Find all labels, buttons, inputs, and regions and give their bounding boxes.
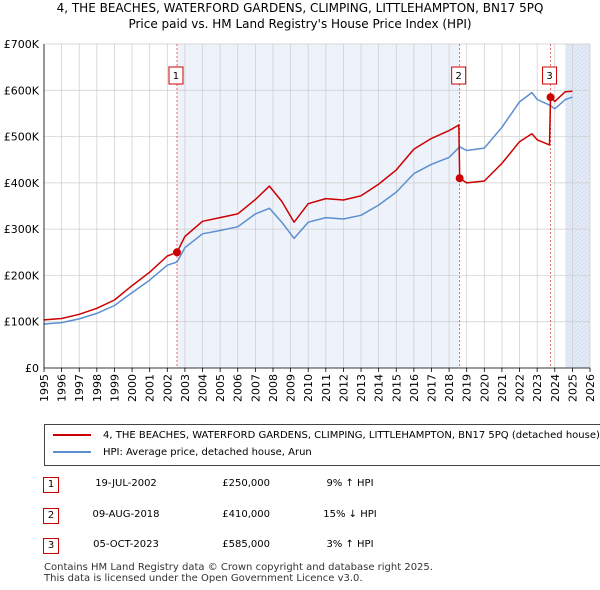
x-tick-label: 2020	[478, 374, 491, 402]
future-hatch-line	[565, 180, 590, 207]
x-tick-label: 2008	[267, 374, 280, 402]
x-tick-label: 2026	[584, 374, 597, 402]
x-tick-label: 2007	[249, 374, 262, 402]
future-hatch-line	[565, 312, 590, 339]
x-tick-label: 2012	[337, 374, 350, 402]
x-tick-label: 2022	[514, 374, 527, 402]
x-tick-label: 2025	[566, 374, 579, 402]
future-hatch-line	[565, 296, 590, 323]
sale-price: £585,000	[222, 539, 270, 550]
sale-number-box	[542, 66, 558, 85]
sale-row: 2 09-AUG-2018 £410,000 15% ↓ HPI	[0, 505, 600, 527]
future-hatch-line	[565, 96, 590, 123]
sale-date: 19-JUL-2002	[95, 478, 157, 489]
future-hatch-line	[565, 292, 590, 319]
future-hatch-line	[565, 192, 590, 219]
legend-swatch-hpi	[53, 451, 91, 453]
y-tick-label: £0	[25, 362, 39, 375]
sale-date: 09-AUG-2018	[92, 509, 160, 520]
footer-licence: This data is licensed under the Open Gov…	[44, 573, 363, 584]
future-hatch-line	[565, 308, 590, 335]
y-tick-label: £300K	[4, 223, 40, 236]
sale-period-shade	[176, 44, 460, 368]
x-tick-label: 1997	[73, 374, 86, 402]
legend-item-price: 4, THE BEACHES, WATERFORD GARDENS, CLIMP…	[53, 428, 600, 444]
x-tick-label: 2013	[355, 374, 368, 402]
x-tick-label: 2024	[549, 374, 562, 402]
y-tick-label: £600K	[4, 84, 40, 97]
x-tick-label: 2017	[425, 374, 438, 402]
sale-date: 05-OCT-2023	[93, 539, 159, 550]
legend-swatch-price	[53, 434, 91, 436]
sale-row: 3 05-OCT-2023 £585,000 3% ↑ HPI	[0, 535, 600, 557]
sale-number-box	[168, 66, 184, 85]
sale-point	[546, 93, 555, 102]
price-series-line	[43, 90, 573, 321]
footer-copyright: Contains HM Land Registry data © Crown c…	[44, 562, 433, 573]
x-tick-label: 2011	[320, 374, 333, 402]
x-tick-label: 1996	[56, 374, 69, 402]
x-tick-label: 2015	[390, 374, 403, 402]
sale-hpi-change: 15% ↓ HPI	[323, 509, 377, 520]
sale-point	[455, 174, 464, 183]
future-hatch-line	[565, 80, 590, 107]
x-tick-label: 2016	[408, 374, 421, 402]
x-tick-label: 2023	[531, 374, 544, 402]
future-hatch-line	[565, 188, 590, 215]
x-tick-label: 2006	[232, 374, 245, 402]
legend-item-hpi: HPI: Average price, detached house, Arun	[53, 445, 312, 461]
sale-point	[172, 248, 181, 257]
sale-number-label: 2	[455, 71, 461, 82]
sale-price: £250,000	[222, 478, 270, 489]
sale-hpi-change: 9% ↑ HPI	[326, 478, 374, 489]
y-tick-label: £500K	[4, 131, 40, 144]
future-hatch-line	[565, 196, 590, 223]
future-hatch-line	[565, 84, 590, 111]
legend-label-hpi: HPI: Average price, detached house, Arun	[103, 447, 312, 458]
sale-number-label: 3	[546, 71, 552, 82]
sale-number: 1	[43, 477, 59, 493]
sale-hpi-change: 3% ↑ HPI	[326, 539, 374, 550]
x-tick-label: 2019	[461, 374, 474, 402]
x-tick-label: 2001	[144, 374, 157, 402]
x-tick-label: 2009	[285, 374, 298, 402]
future-hatch-line	[565, 88, 590, 115]
x-tick-label: 1995	[38, 374, 51, 402]
x-tick-label: 2014	[373, 374, 386, 402]
sale-number: 2	[43, 508, 59, 524]
chart-title: 4, THE BEACHES, WATERFORD GARDENS, CLIMP…	[56, 1, 544, 15]
y-tick-label: £200K	[4, 269, 40, 282]
future-hatch-line	[565, 200, 590, 227]
y-tick-label: £400K	[4, 177, 40, 190]
future-hatch-line	[565, 304, 590, 331]
y-tick-label: £100K	[4, 316, 40, 329]
sale-number: 3	[43, 538, 59, 554]
legend: 4, THE BEACHES, WATERFORD GARDENS, CLIMP…	[44, 424, 600, 466]
x-tick-label: 2003	[179, 374, 192, 402]
x-tick-label: 2004	[197, 374, 210, 402]
x-tick-label: 2021	[496, 374, 509, 402]
x-tick-label: 1999	[108, 374, 121, 402]
hpi-series-line	[43, 91, 573, 325]
x-tick-label: 2018	[443, 374, 456, 402]
price-chart: £0 £100K £200K £300K £400K £500K £600K £700K 199…	[4, 38, 597, 402]
x-tick-label: 2002	[161, 374, 174, 402]
sale-number-box	[451, 66, 467, 85]
y-tick-label: £700K	[4, 38, 40, 51]
x-tick-label: 2000	[126, 374, 139, 402]
chart-subtitle: Price paid vs. HM Land Registry's House …	[128, 17, 472, 31]
future-hatch-line	[565, 288, 590, 315]
future-hatch-line	[565, 92, 590, 119]
sale-row: 1 19-JUL-2002 £250,000 9% ↑ HPI	[0, 474, 600, 496]
future-hatch-line	[565, 72, 590, 99]
legend-label-price: 4, THE BEACHES, WATERFORD GARDENS, CLIMP…	[103, 430, 600, 441]
future-hatch-line	[565, 184, 590, 211]
future-hatch-line	[565, 300, 590, 327]
x-tick-label: 2005	[214, 374, 227, 402]
x-tick-label: 1998	[91, 374, 104, 402]
sale-number-label: 1	[173, 71, 179, 82]
x-tick-label: 2010	[302, 374, 315, 402]
future-hatch-line	[565, 204, 590, 231]
sale-price: £410,000	[222, 509, 270, 520]
